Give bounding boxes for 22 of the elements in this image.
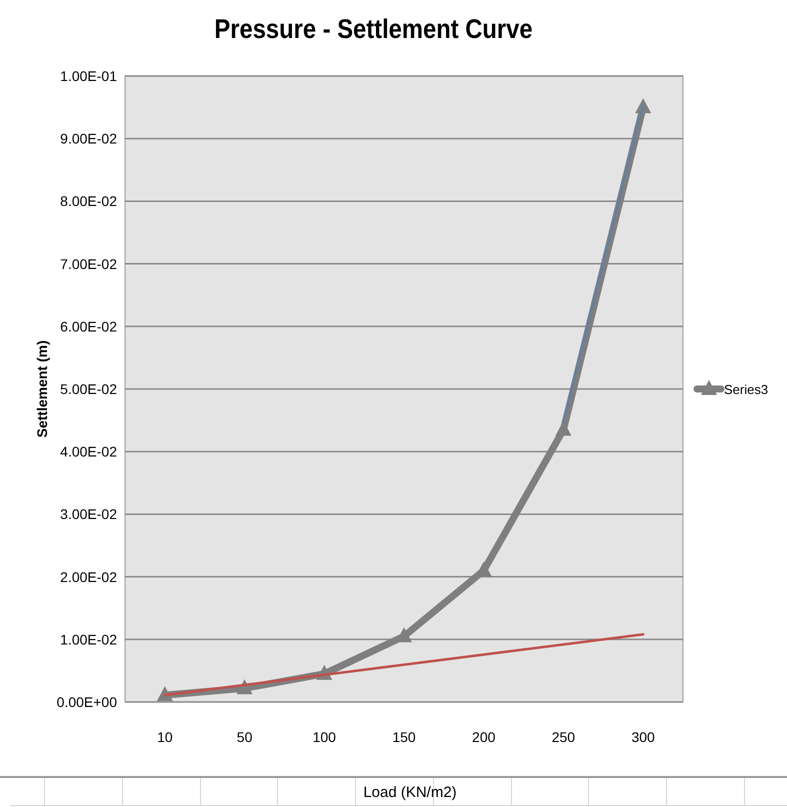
y-tick-label: 7.00E-02 <box>60 256 118 272</box>
y-tick-label: 5.00E-02 <box>60 381 118 397</box>
x-tick-label: 200 <box>472 729 496 745</box>
x-tick-label: 100 <box>312 729 336 745</box>
x-tick-label: 250 <box>552 729 576 745</box>
x-tick-label: 50 <box>236 729 253 745</box>
x-tick-label: 10 <box>157 729 173 745</box>
x-axis-title: Load (KN/m2) <box>363 784 457 801</box>
chart-title: Pressure - Settlement Curve <box>214 14 533 44</box>
y-tick-label: 2.00E-02 <box>60 568 118 585</box>
y-tick-label: 9.00E-02 <box>60 130 118 147</box>
legend-label: Series3 <box>724 382 768 397</box>
y-tick-label: 6.00E-02 <box>60 318 118 334</box>
y-tick-label: 1.00E-02 <box>60 631 118 648</box>
y-tick-label: 3.00E-02 <box>60 506 118 522</box>
x-tick-label: 300 <box>631 729 656 745</box>
y-tick-label: 0.00E+00 <box>56 694 118 710</box>
y-axis-title: Settlement (m) <box>34 340 50 438</box>
y-tick-label: 4.00E-02 <box>60 444 118 460</box>
x-tick-label: 150 <box>392 729 416 745</box>
y-tick-label: 1.00E-01 <box>60 68 118 84</box>
y-tick-label: 8.00E-02 <box>60 193 118 210</box>
